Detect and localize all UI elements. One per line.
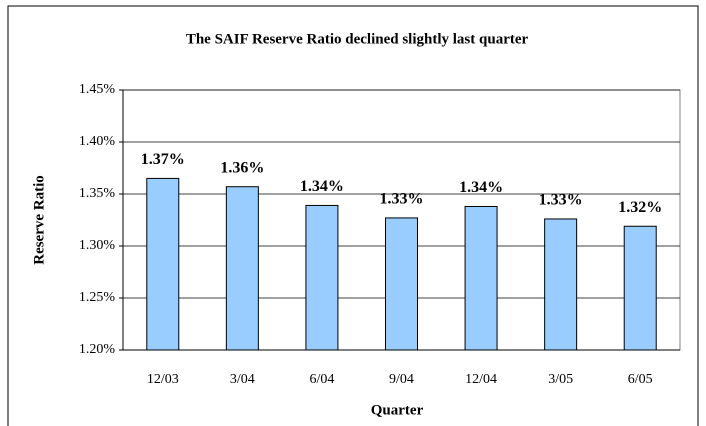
x-tick-label: 12/04 <box>465 372 497 387</box>
bar <box>623 225 657 351</box>
y-tick-label: 1.45% <box>79 82 116 97</box>
x-tick-label: 9/04 <box>389 372 414 387</box>
bar <box>305 204 339 351</box>
bar <box>225 186 259 351</box>
y-tick-label: 1.30% <box>79 238 116 253</box>
data-label: 1.37% <box>141 151 185 168</box>
bar <box>385 217 418 351</box>
x-axis-title: Quarter <box>371 402 424 418</box>
x-tick-label: 3/04 <box>230 372 255 387</box>
data-label: 1.36% <box>220 159 264 176</box>
data-label: 1.32% <box>618 199 662 216</box>
x-tick-label: 6/05 <box>628 372 653 387</box>
y-tick-label: 1.35% <box>79 186 116 201</box>
y-axis-title: Reserve Ratio <box>31 175 47 265</box>
y-tick-label: 1.40% <box>79 134 116 149</box>
data-label: 1.34% <box>300 178 344 195</box>
chart-title: The SAIF Reserve Ratio declined slightly… <box>186 31 529 47</box>
x-tick-label: 12/03 <box>147 372 179 387</box>
data-label: 1.33% <box>539 192 583 209</box>
x-tick-label: 3/05 <box>548 372 573 387</box>
y-tick-label: 1.20% <box>79 342 116 357</box>
data-label: 1.34% <box>459 179 503 196</box>
bar <box>146 177 180 351</box>
y-tick-label: 1.25% <box>79 290 116 305</box>
x-tick-label: 6/04 <box>309 372 334 387</box>
bar <box>544 218 578 351</box>
bar <box>464 205 498 351</box>
data-label: 1.33% <box>380 191 424 208</box>
